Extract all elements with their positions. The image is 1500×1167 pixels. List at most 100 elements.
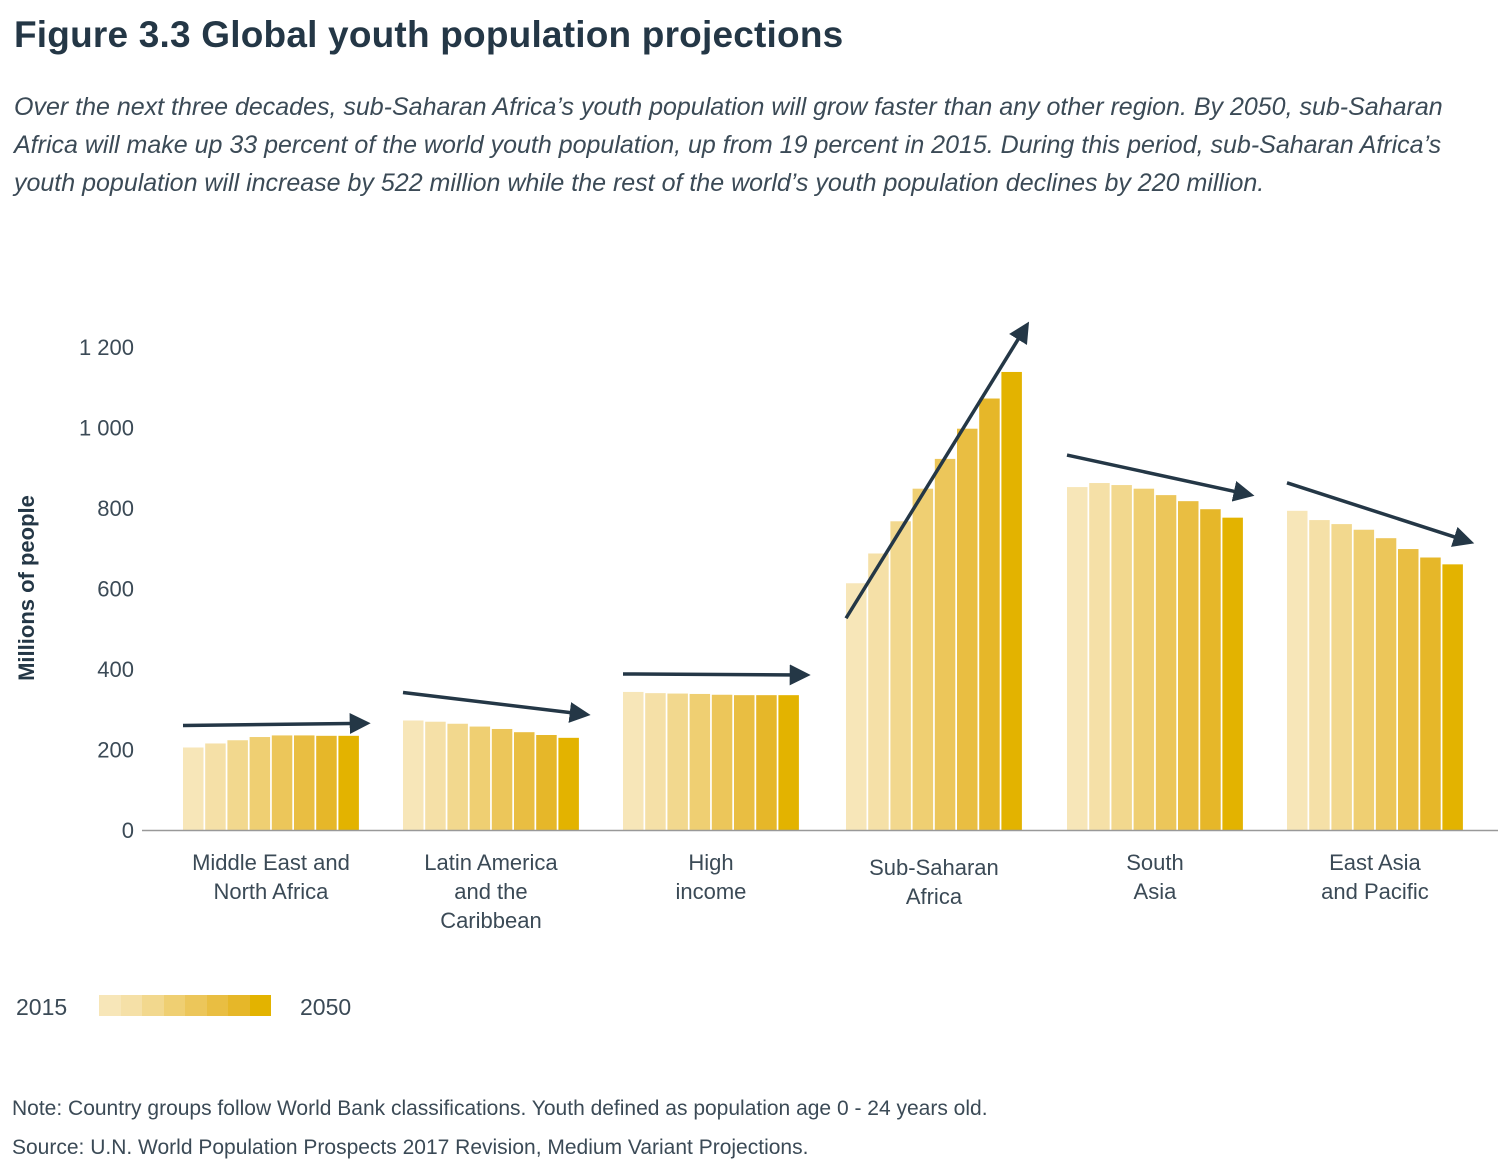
bar xyxy=(645,693,666,830)
x-tick-label: and Pacific xyxy=(1321,879,1429,904)
x-axis: Middle East and North Africa Latin America… xyxy=(192,850,1429,933)
bar xyxy=(1309,520,1330,830)
bar xyxy=(425,721,446,830)
legend-start-label: 2015 xyxy=(16,994,68,1020)
bar-chart: 0 200 400 600 800 1 000 1 200 Millions of peop… xyxy=(14,321,1498,933)
y-tick-label: 1 200 xyxy=(79,335,134,360)
x-tick-label: Africa xyxy=(906,884,963,909)
bar xyxy=(1331,524,1352,830)
trend-arrow xyxy=(1066,453,1255,502)
trend-arrow xyxy=(844,321,1030,620)
bar xyxy=(1420,557,1441,830)
legend-color-ramp xyxy=(99,995,271,1016)
bar xyxy=(469,726,491,830)
bar xyxy=(667,693,688,830)
x-tick-label: and the xyxy=(454,879,527,904)
legend-end-label: 2050 xyxy=(300,994,352,1020)
bar xyxy=(1375,538,1397,830)
x-tick-label: North Africa xyxy=(213,879,329,904)
bar xyxy=(1089,483,1110,830)
bar-series xyxy=(183,371,1463,830)
x-tick-label: Sub-Saharan xyxy=(869,855,999,880)
legend-swatch xyxy=(249,995,271,1016)
bar xyxy=(558,737,579,830)
legend-swatch xyxy=(99,995,121,1016)
bar xyxy=(249,737,271,830)
x-tick-label: Middle East and xyxy=(192,850,350,875)
bar xyxy=(316,735,337,830)
bar xyxy=(1353,529,1375,830)
bar-group xyxy=(183,735,359,830)
figure-source: Source: U.N. World Population Prospects … xyxy=(12,1136,809,1159)
y-tick-label: 600 xyxy=(97,577,134,602)
bar xyxy=(227,740,248,830)
bar xyxy=(1200,509,1221,830)
bar xyxy=(1222,517,1243,830)
figure-subtitle: Over the next three decades, sub-Saharan… xyxy=(14,93,1443,197)
bar xyxy=(514,732,535,830)
bar xyxy=(536,735,557,830)
x-tick-label: Asia xyxy=(1134,879,1178,904)
y-tick-label: 0 xyxy=(122,818,134,843)
bar xyxy=(689,693,711,830)
x-tick-label: Latin America xyxy=(424,850,558,875)
bar xyxy=(756,695,777,830)
bar xyxy=(957,428,978,830)
y-axis-label: Millions of people xyxy=(14,495,39,681)
y-tick-label: 1 000 xyxy=(79,416,134,441)
bar xyxy=(183,747,204,830)
bar xyxy=(623,691,644,830)
bar xyxy=(271,735,293,830)
x-tick-label: income xyxy=(675,879,746,904)
x-tick-label: Caribbean xyxy=(440,908,542,933)
trend-arrow xyxy=(1286,481,1475,547)
trend-arrows xyxy=(182,321,1475,735)
legend-swatch xyxy=(163,995,185,1016)
bar xyxy=(846,583,867,830)
bar xyxy=(1178,501,1199,830)
legend-swatch xyxy=(185,995,207,1016)
figure-title: Figure 3.3 Global youth population proje… xyxy=(14,14,844,55)
bar-group xyxy=(623,691,799,830)
x-tick-label: South xyxy=(1126,850,1184,875)
bar xyxy=(205,743,226,830)
y-tick-label: 800 xyxy=(97,496,134,521)
bar xyxy=(934,458,956,830)
bar xyxy=(711,694,733,830)
bar-group xyxy=(403,720,579,830)
figure-note: Note: Country groups follow World Bank c… xyxy=(12,1097,988,1120)
bar xyxy=(403,720,424,830)
bar xyxy=(1398,549,1419,830)
bar xyxy=(868,553,889,830)
bar-group xyxy=(1287,510,1463,830)
trend-arrow xyxy=(622,664,811,686)
bar xyxy=(778,695,799,830)
bar xyxy=(1133,488,1155,830)
trend-arrow xyxy=(402,690,591,723)
bar xyxy=(979,398,1000,830)
bar xyxy=(447,723,468,830)
legend-swatch xyxy=(120,995,142,1016)
legend-swatch xyxy=(228,995,250,1016)
bar xyxy=(734,695,755,830)
bar xyxy=(338,735,359,830)
bar xyxy=(491,728,513,830)
y-tick-label: 400 xyxy=(97,657,134,682)
y-tick-label: 200 xyxy=(97,738,134,763)
bar xyxy=(294,735,315,830)
bar-group xyxy=(1067,483,1243,830)
y-axis: 0 200 400 600 800 1 000 1 200 xyxy=(79,335,134,843)
legend-swatch xyxy=(206,995,228,1016)
bar xyxy=(1067,487,1088,830)
x-tick-label: High xyxy=(688,850,733,875)
bar xyxy=(1111,485,1132,830)
bar xyxy=(1287,510,1308,830)
bar xyxy=(1155,495,1177,830)
bar xyxy=(890,521,911,830)
x-tick-label: East Asia xyxy=(1329,850,1421,875)
bar-group xyxy=(846,371,1022,830)
legend-swatch xyxy=(142,995,164,1016)
trend-arrow xyxy=(182,713,371,735)
bar xyxy=(1442,564,1463,830)
bar xyxy=(1001,371,1022,830)
